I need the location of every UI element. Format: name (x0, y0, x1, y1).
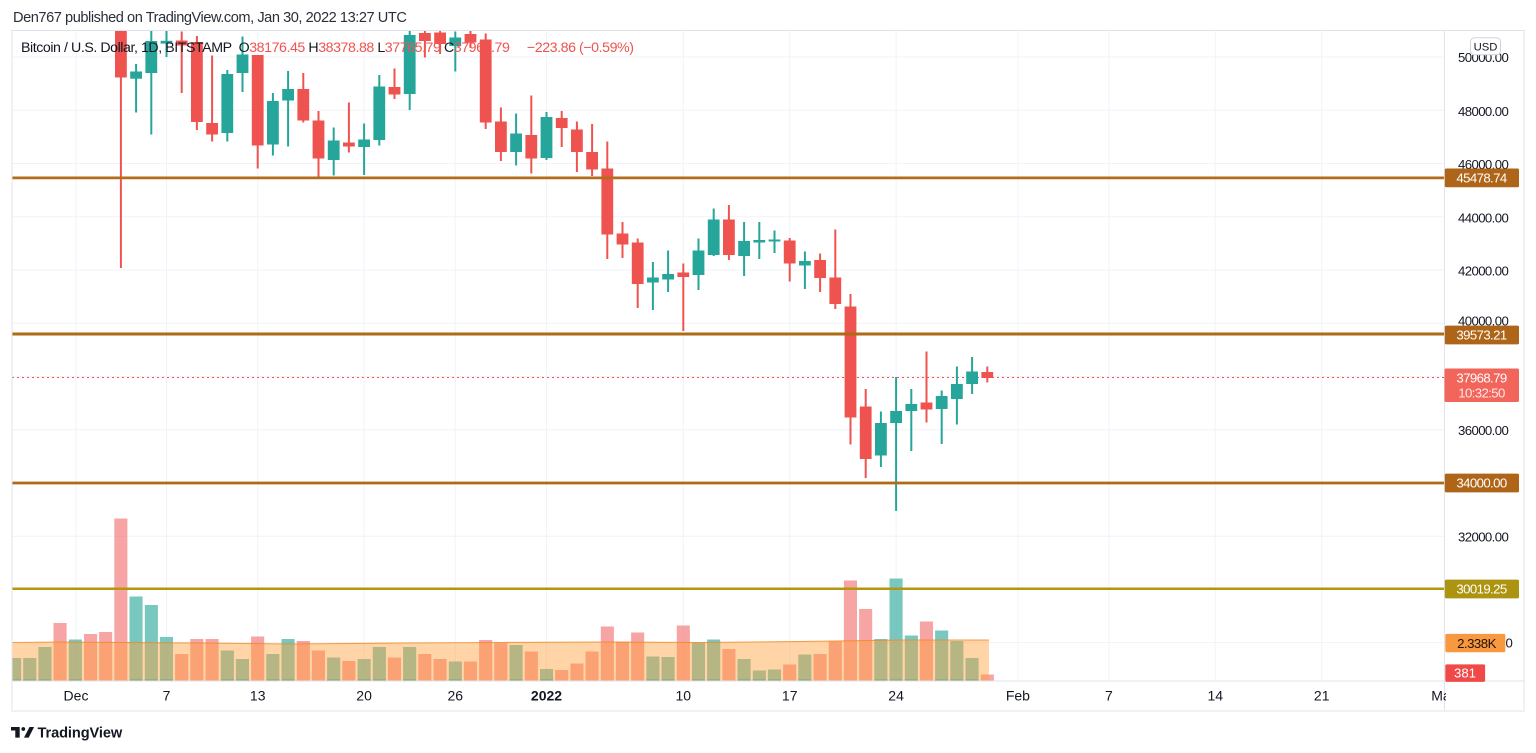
svg-text:14: 14 (1208, 688, 1224, 704)
svg-text:30019.25: 30019.25 (1456, 582, 1506, 597)
svg-text:48000.00: 48000.00 (1458, 104, 1508, 119)
svg-text:10: 10 (676, 688, 692, 704)
svg-text:7: 7 (163, 688, 171, 704)
svg-text:21: 21 (1314, 688, 1330, 704)
svg-text:USD: USD (1474, 41, 1498, 53)
svg-text:17: 17 (782, 688, 798, 704)
svg-text:26: 26 (448, 688, 464, 704)
svg-text:37968.79: 37968.79 (1456, 370, 1506, 385)
svg-text:36000.00: 36000.00 (1458, 423, 1508, 438)
svg-text:44000.00: 44000.00 (1458, 211, 1508, 226)
svg-text:20: 20 (356, 688, 372, 704)
svg-text:32000.00: 32000.00 (1458, 530, 1508, 545)
svg-text:Den767 published on TradingVie: Den767 published on TradingView.com, Jan… (13, 10, 406, 26)
svg-text:Dec: Dec (64, 688, 89, 704)
svg-text:2.338K: 2.338K (1457, 636, 1497, 651)
svg-text:40000.00: 40000.00 (1458, 313, 1508, 328)
svg-text:24: 24 (888, 688, 904, 704)
svg-text:42000.00: 42000.00 (1458, 264, 1508, 279)
svg-text:39573.21: 39573.21 (1456, 328, 1506, 343)
svg-text:Bitcoin / U.S. Dollar, 1D, BIT: Bitcoin / U.S. Dollar, 1D, BITSTAMP O381… (21, 40, 633, 56)
svg-text:45478.74: 45478.74 (1456, 171, 1506, 186)
svg-text:7: 7 (1105, 688, 1113, 704)
svg-text:10:32:50: 10:32:50 (1458, 385, 1505, 400)
svg-text:46000.00: 46000.00 (1458, 157, 1508, 172)
svg-text:Mar: Mar (1431, 688, 1455, 704)
svg-text:34000.00: 34000.00 (1456, 476, 1506, 491)
svg-text:381: 381 (1454, 666, 1476, 681)
svg-text:Feb: Feb (1006, 688, 1030, 704)
svg-text:TradingView: TradingView (38, 726, 123, 742)
svg-text:2022: 2022 (531, 688, 562, 704)
svg-text:13: 13 (250, 688, 266, 704)
svg-text:0: 0 (1506, 635, 1513, 650)
